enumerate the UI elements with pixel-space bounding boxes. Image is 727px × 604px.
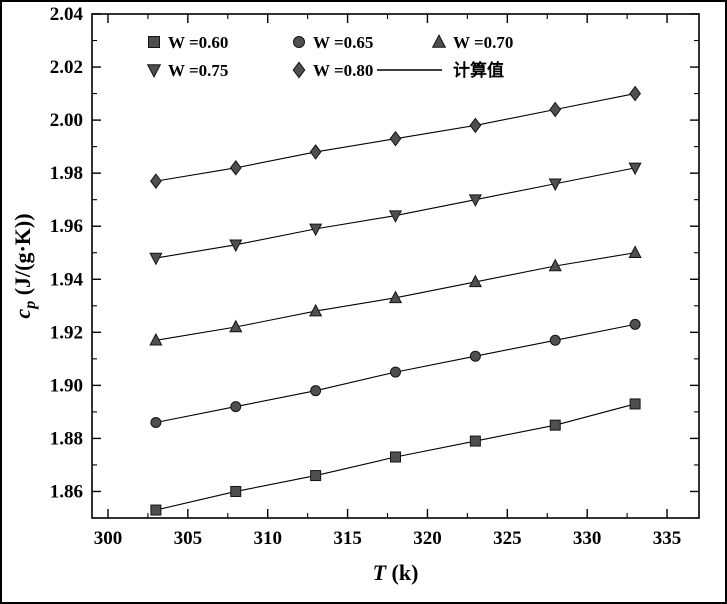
data-point xyxy=(229,160,242,176)
data-point xyxy=(150,504,162,516)
series-0.75 xyxy=(149,162,642,266)
series-0.80 xyxy=(150,85,641,189)
y-tick-label: 2.02 xyxy=(50,57,83,78)
legend-item: W =0.80 xyxy=(292,61,373,80)
data-point xyxy=(310,385,322,397)
data-point xyxy=(628,245,642,258)
data-point xyxy=(468,274,482,288)
data-point xyxy=(309,144,322,160)
x-tick-label: 310 xyxy=(253,528,282,549)
x-tick-label: 305 xyxy=(174,528,203,549)
series-0.60 xyxy=(150,398,641,516)
series-0.65 xyxy=(150,318,641,429)
y-tick-label: 1.90 xyxy=(50,375,83,396)
data-point xyxy=(150,417,162,429)
data-point xyxy=(388,290,403,304)
x-axis-title: T (k) xyxy=(373,560,419,585)
legend-label: W =0.80 xyxy=(313,61,373,80)
y-tick-label: 1.86 xyxy=(50,481,83,502)
x-tick-label: 315 xyxy=(333,528,362,549)
data-point xyxy=(149,252,163,266)
data-point xyxy=(390,451,401,463)
data-point xyxy=(309,303,323,317)
data-point xyxy=(469,117,482,134)
data-point xyxy=(549,334,561,346)
data-point xyxy=(230,485,242,497)
y-tick-label: 1.96 xyxy=(50,216,83,237)
data-point xyxy=(549,419,561,431)
legend-item: W =0.75 xyxy=(146,61,228,80)
y-tick-label: 1.94 xyxy=(50,269,84,290)
y-tick-label: 2.00 xyxy=(50,110,83,131)
legend-item: W =0.65 xyxy=(293,33,373,52)
legend-item: 计算值 xyxy=(377,60,504,80)
data-point xyxy=(629,85,641,102)
data-point xyxy=(469,435,481,447)
data-point xyxy=(628,162,642,176)
axes: 300 305 310 315 320 325 330 335 1.86 1.88 1.90 1.92… xyxy=(10,4,699,585)
x-tick-label: 300 xyxy=(94,528,123,549)
legend-label: W =0.70 xyxy=(453,33,513,52)
data-point xyxy=(629,398,641,410)
data-point xyxy=(150,173,162,189)
data-point xyxy=(310,470,322,482)
legend-item: W =0.70 xyxy=(431,33,513,52)
data-point xyxy=(548,258,562,272)
data-point xyxy=(389,130,402,147)
plot-frame xyxy=(91,13,700,519)
y-tick-label: 1.88 xyxy=(50,428,83,449)
x-tick-label: 335 xyxy=(653,528,682,549)
data-point xyxy=(309,223,323,237)
data-point xyxy=(548,178,562,192)
x-tick-label: 320 xyxy=(413,528,442,549)
y-tick-label: 1.92 xyxy=(50,322,83,343)
data-point xyxy=(390,366,401,378)
series-0.70 xyxy=(149,245,642,346)
data-point xyxy=(230,401,242,413)
legend-marker xyxy=(293,36,305,48)
data-point xyxy=(469,350,481,362)
data-point xyxy=(549,101,562,118)
legend-marker xyxy=(148,36,160,48)
legend-label: W =0.65 xyxy=(313,33,373,52)
data-point xyxy=(229,319,243,333)
legend-marker xyxy=(146,64,162,78)
data-point xyxy=(629,318,641,330)
legend-label: W =0.75 xyxy=(168,61,228,80)
legend-marker xyxy=(292,61,306,79)
y-tick-label: 2.04 xyxy=(50,4,84,25)
data-point xyxy=(149,332,163,346)
x-tick-label: 330 xyxy=(573,528,602,549)
data-point xyxy=(229,239,243,253)
legend-item: W =0.60 xyxy=(148,33,228,52)
data-point xyxy=(388,210,403,223)
legend-label: W =0.60 xyxy=(168,33,228,52)
legend-label: 计算值 xyxy=(453,60,504,80)
legend: W =0.60 W =0.65 W =0.70 W =0.75 W =0.80 计算值 xyxy=(146,33,513,80)
legend-marker xyxy=(431,34,447,48)
y-axis-title: cp (J/(g·K)) xyxy=(10,213,39,318)
y-tick-label: 1.98 xyxy=(50,163,83,184)
data-point xyxy=(468,194,482,208)
x-tick-label: 325 xyxy=(493,528,522,549)
